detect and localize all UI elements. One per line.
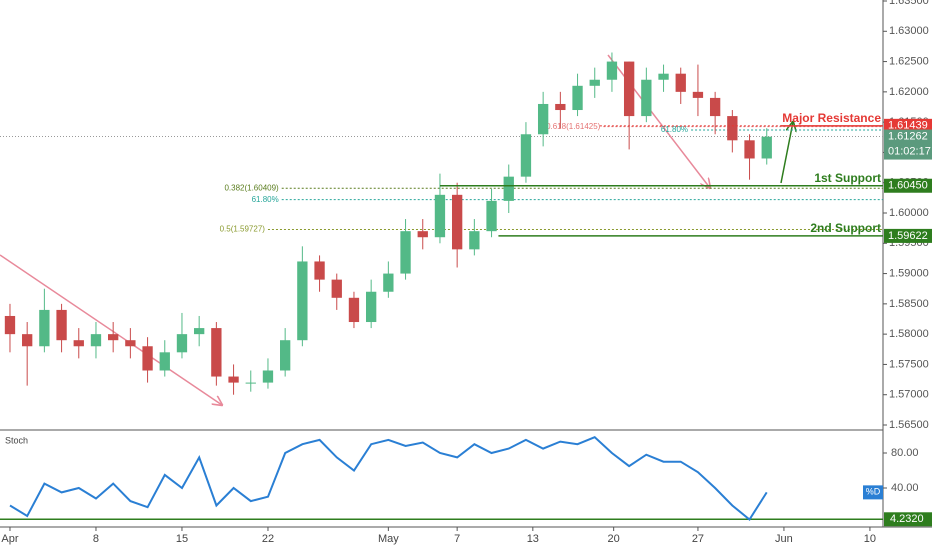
- candle-body: [125, 340, 136, 347]
- fib-label: 61.80%: [252, 195, 279, 204]
- y-tick-label: 1.57000: [889, 389, 929, 401]
- x-tick-label: 22: [262, 533, 274, 545]
- candle-body: [520, 134, 532, 177]
- price-box-label: 1.60450: [888, 180, 928, 192]
- candle-body: [314, 261, 325, 280]
- price-box: [884, 178, 932, 193]
- candle-body: [761, 136, 772, 159]
- candle-body: [142, 346, 153, 371]
- price-box: [884, 118, 932, 133]
- candle-body: [451, 194, 463, 250]
- stoch-name: %D: [866, 487, 881, 497]
- indicator-title: Stoch: [5, 435, 28, 445]
- x-tick-label: May: [378, 533, 399, 545]
- candle-body: [280, 340, 291, 371]
- candle-body: [572, 85, 583, 111]
- fib-label: 0.5(1.59727): [220, 225, 266, 234]
- candle-body: [486, 200, 497, 232]
- level-name: 1st Support: [814, 171, 881, 185]
- candle-body: [228, 376, 239, 383]
- fib-label: 0.382(1.60409): [224, 183, 279, 192]
- x-tick-label: 10: [864, 533, 876, 545]
- candle-body: [692, 91, 704, 98]
- stoch-y-tick-label: 40.00: [891, 482, 919, 494]
- fib-label: 0.618(1.61425): [546, 122, 601, 131]
- candle-body: [262, 370, 274, 383]
- price-box: [884, 228, 932, 243]
- x-tick-label: 15: [176, 533, 188, 545]
- candle-body: [469, 231, 480, 250]
- stoch-level-label: 4.2320: [890, 513, 924, 525]
- bounce-arrow: [780, 122, 793, 184]
- y-tick-label: 1.63000: [889, 25, 929, 37]
- x-tick-label: 13: [527, 533, 539, 545]
- candle-body: [22, 334, 33, 347]
- current-price-box: [884, 129, 932, 160]
- price-box-label: 1.61439: [888, 120, 928, 132]
- candle-body: [537, 103, 549, 135]
- y-tick-label: 1.62000: [889, 86, 929, 98]
- x-tick-label: Jun: [775, 533, 793, 545]
- candle-body: [39, 309, 50, 347]
- stoch-line: [9, 436, 768, 521]
- x-tick-label: 8: [93, 533, 99, 545]
- y-tick-label: 1.63500: [889, 0, 929, 7]
- level-name: 2nd Support: [810, 221, 881, 235]
- y-tick-label: 1.56500: [889, 419, 929, 431]
- price-box-label: 1.59622: [888, 230, 928, 242]
- candle-body: [658, 73, 669, 80]
- candle-body: [606, 61, 618, 80]
- candle-body: [331, 279, 342, 298]
- y-tick-label: 1.58000: [889, 328, 929, 340]
- candle-body: [108, 334, 119, 341]
- candle-body: [159, 352, 170, 371]
- stoch-y-tick-label: 80.00: [891, 447, 919, 459]
- stoch-name-box: [863, 485, 883, 500]
- candle-body: [641, 79, 652, 117]
- candle-body: [744, 140, 755, 159]
- candle-body: [211, 328, 222, 377]
- current-price-label: 1.61262: [888, 130, 928, 142]
- x-tick-label: 20: [608, 533, 620, 545]
- candle-body: [73, 340, 84, 347]
- candle-body: [56, 309, 67, 341]
- fib-label: 61.80%: [661, 125, 688, 134]
- level-name: Major Resistance: [782, 111, 881, 125]
- candle-body: [675, 73, 686, 92]
- x-tick-label: 7: [454, 533, 460, 545]
- candle-body: [555, 103, 566, 111]
- candle-body: [194, 328, 205, 335]
- trend-arrow: [0, 254, 222, 405]
- candle-body: [709, 97, 721, 117]
- x-tick-label: 27: [692, 533, 704, 545]
- x-tick-label: Apr: [1, 533, 18, 545]
- candle-body: [348, 297, 360, 323]
- y-tick-label: 1.57500: [889, 358, 929, 370]
- candle-body: [4, 315, 16, 335]
- candle-body: [383, 273, 394, 292]
- candle-body: [297, 261, 308, 341]
- candle-body: [727, 116, 738, 141]
- countdown-label: 01:02:17: [888, 145, 931, 157]
- y-tick-label: 1.59000: [889, 267, 929, 279]
- candle-body: [245, 382, 256, 384]
- candle-body: [176, 334, 188, 353]
- candle-body: [434, 194, 446, 238]
- candle-body: [623, 61, 635, 117]
- y-tick-label: 1.58500: [889, 298, 929, 310]
- candle-body: [365, 291, 377, 323]
- y-tick-label: 1.62500: [889, 55, 929, 67]
- candle-body: [400, 231, 411, 274]
- stoch-level-box: [884, 512, 932, 527]
- candle-body: [503, 176, 514, 201]
- y-tick-label: 1.60000: [889, 207, 929, 219]
- candle-body: [90, 334, 102, 347]
- candle-body: [417, 231, 428, 238]
- candle-body: [589, 79, 600, 86]
